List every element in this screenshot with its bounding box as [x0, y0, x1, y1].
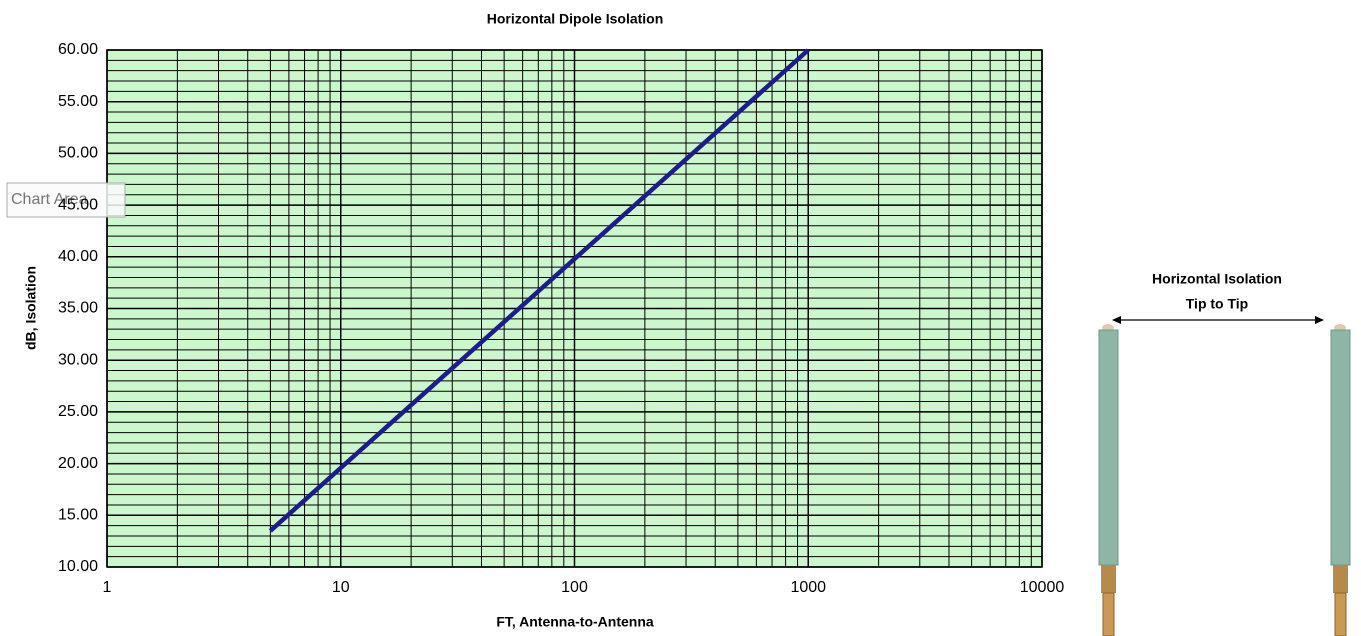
antenna-right — [1330, 324, 1351, 636]
data-line — [268, 48, 810, 533]
antenna-radome — [1330, 329, 1351, 566]
tooltip: Chart Area — [6, 182, 126, 218]
antenna-left — [1098, 324, 1119, 636]
y-tick-label: 35.00 — [58, 300, 98, 317]
x-axis-label: FT, Antenna-to-Antenna — [496, 614, 654, 630]
x-tick-label: 1 — [103, 579, 112, 596]
tooltip-box — [6, 182, 126, 218]
antenna-connector — [1102, 592, 1115, 636]
plot-border — [106, 49, 1043, 568]
antenna-connector — [1334, 592, 1347, 636]
grid — [106, 49, 1043, 568]
y-tick-label: 55.00 — [58, 93, 98, 110]
y-axis-label: dB, Isolation — [23, 266, 39, 350]
marks — [268, 48, 810, 533]
antenna-base — [1333, 565, 1348, 593]
tooltip-text: Chart Area — [11, 191, 88, 208]
x-tick-label: 10000 — [1020, 579, 1065, 596]
y-tick-label: 40.00 — [58, 248, 98, 265]
diagram-subtitle: Tip to Tip — [1186, 296, 1248, 312]
chart-title: Horizontal Dipole Isolation — [487, 11, 664, 27]
y-tick-label: 60.00 — [58, 41, 98, 58]
antenna-base — [1101, 565, 1116, 593]
diagram: Horizontal Isolation Tip to Tip — [1098, 271, 1351, 636]
y-tick-label: 25.00 — [58, 403, 98, 420]
diagram-title: Horizontal Isolation — [1152, 271, 1282, 287]
x-tick-label: 100 — [561, 579, 588, 596]
y-tick-label: 45.00 — [58, 196, 98, 213]
y-tick-label: 10.00 — [58, 558, 98, 575]
y-tick-label: 50.00 — [58, 145, 98, 162]
x-tick-label: 1000 — [790, 579, 826, 596]
y-tick-label: 30.00 — [58, 351, 98, 368]
y-tick-label: 20.00 — [58, 455, 98, 472]
x-tick-label: 10 — [332, 579, 350, 596]
y-tick-label: 15.00 — [58, 507, 98, 524]
antenna-radome — [1098, 329, 1119, 566]
